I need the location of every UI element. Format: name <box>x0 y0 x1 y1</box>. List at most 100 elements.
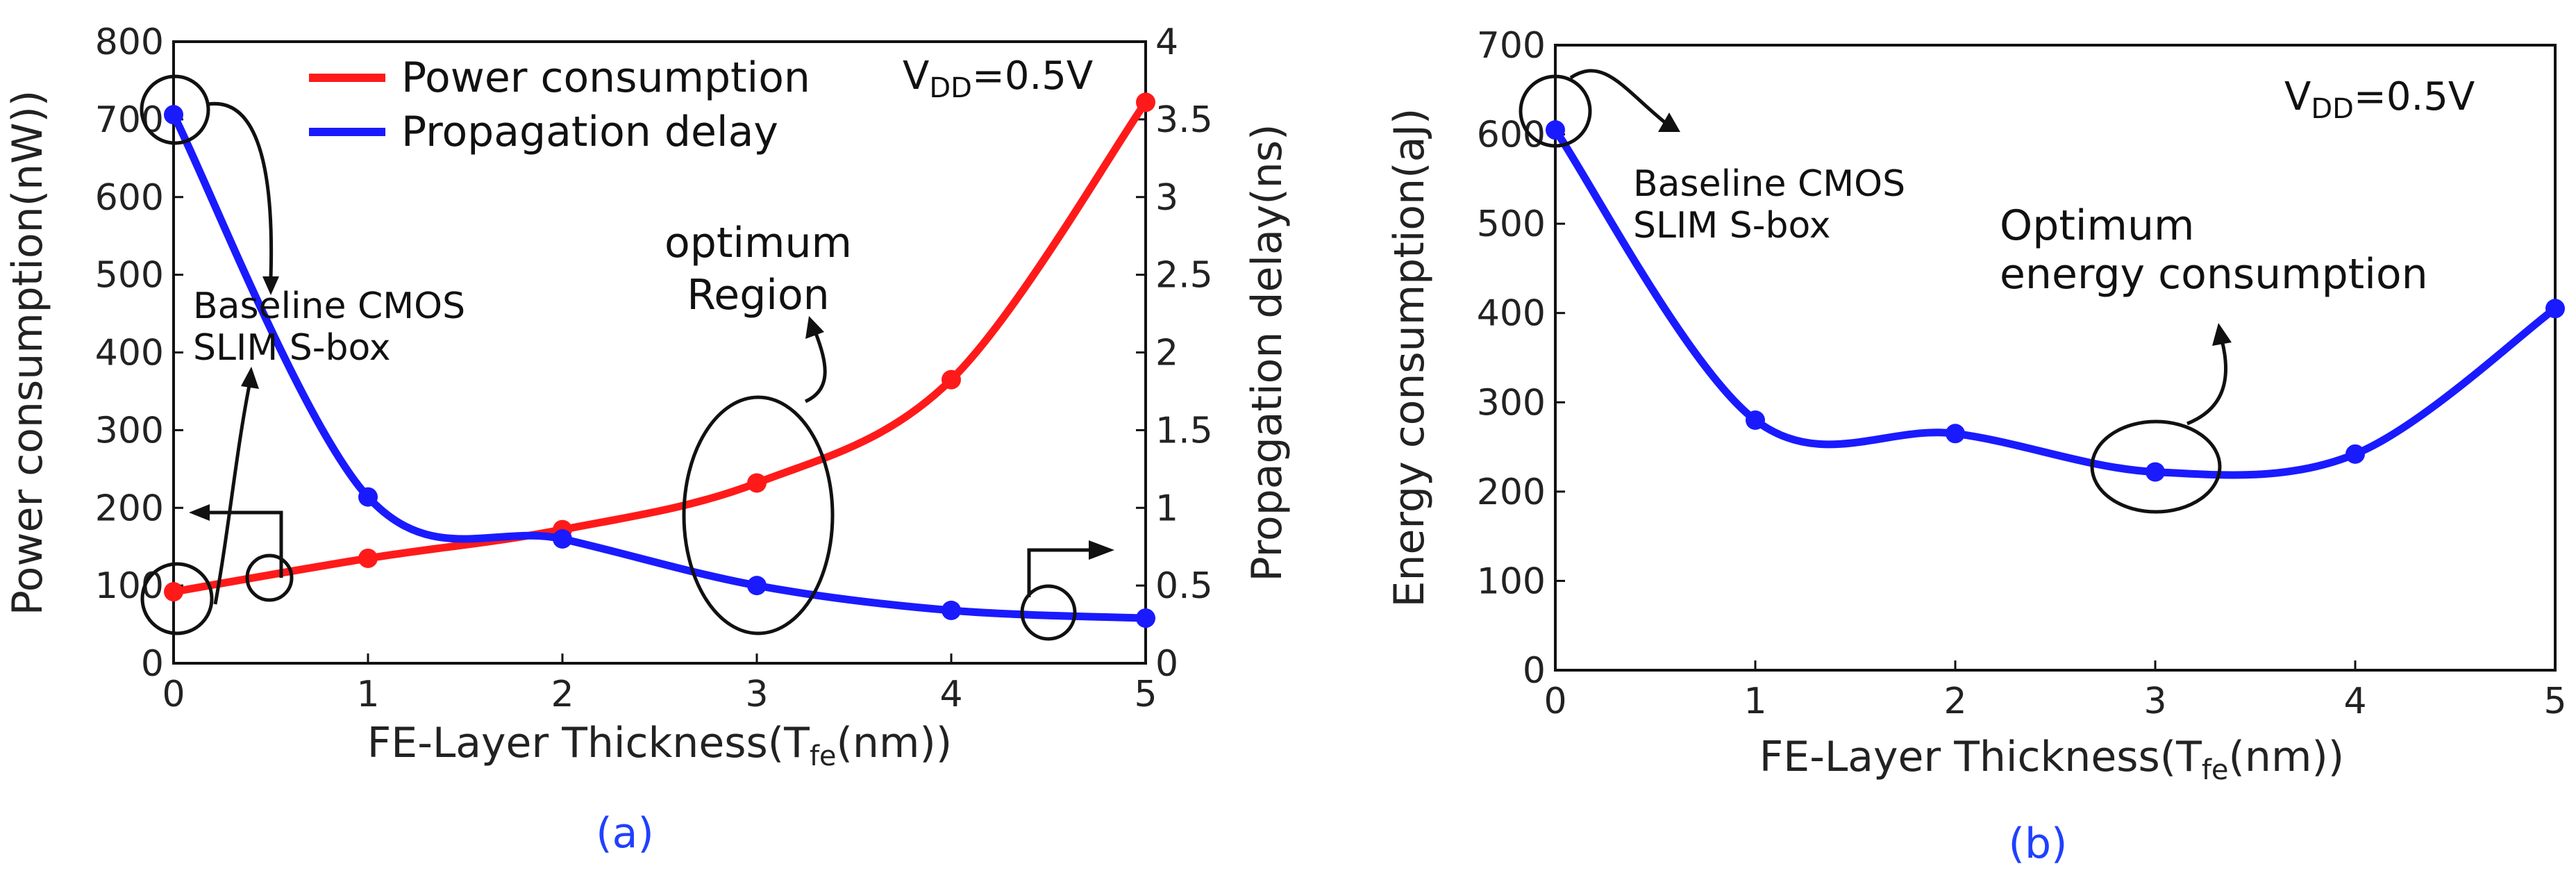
y-left-tick-label: 400 <box>95 333 164 374</box>
x-tick-label: 2 <box>551 674 574 715</box>
y-tick-label: 600 <box>1477 115 1546 156</box>
x-tick-label: 1 <box>356 674 379 715</box>
x-tick-label: 0 <box>1544 681 1566 722</box>
legend-label-delay: Propagation delay <box>401 108 778 156</box>
baseline-arrow-bottom <box>213 381 252 605</box>
optimum-b-line2: energy consumption <box>2000 250 2428 299</box>
legend-label-power: Power consumption <box>401 53 810 102</box>
chart-b-vdd-label: VDD=0.5V <box>2284 74 2475 125</box>
data-point <box>553 529 572 549</box>
arrowhead <box>189 504 210 521</box>
optimum-b-line1: Optimum <box>2000 201 2194 250</box>
chart-b-y-ticks: 0 100 200 300 400 500 600 700 <box>1477 25 1565 692</box>
baseline-delay-circle <box>140 74 210 145</box>
chart-a-y-left-label: Power consumption(nW)) <box>3 90 52 616</box>
x-tick-label: 3 <box>745 674 768 715</box>
y-tick-label: 500 <box>1477 203 1546 245</box>
y-right-tick-label: 0.5 <box>1155 565 1213 607</box>
chart-a-series <box>164 92 1155 629</box>
x-tick-label: 0 <box>162 674 185 715</box>
optimum-arrow <box>804 333 827 403</box>
data-point <box>2146 462 2165 482</box>
x-tick-label: 5 <box>2543 681 2566 722</box>
y-left-tick-label: 300 <box>95 410 164 451</box>
data-point <box>1746 410 1765 430</box>
chart-b-y-axis-label: Energy consumption(aJ) <box>1385 108 1434 608</box>
y-left-tick-label: 0 <box>141 643 164 685</box>
y-right-tick-label: 0 <box>1155 643 1178 685</box>
y-right-tick-label: 3 <box>1155 177 1178 219</box>
y-left-tick-label: 600 <box>95 177 164 219</box>
data-point <box>747 576 767 596</box>
y-left-tick-label: 200 <box>95 488 164 529</box>
y-right-tick-label: 2.5 <box>1155 255 1213 297</box>
data-point <box>747 473 767 493</box>
baseline-label-line1: Baseline CMOS <box>193 285 465 327</box>
y-tick-label: 300 <box>1477 382 1546 424</box>
x-tick-label: 4 <box>939 674 962 715</box>
chart-a-y-right-label: Propagation delay(ns) <box>1243 124 1291 582</box>
baseline-circle-b <box>1519 74 1592 148</box>
arrowhead <box>805 316 824 339</box>
y-right-tick-label: 1.5 <box>1155 410 1213 451</box>
x-tick-label: 1 <box>1743 681 1766 722</box>
subplot-label-a: (a) <box>596 809 654 858</box>
data-point <box>1946 424 1965 444</box>
optimum-region-ellipse <box>682 395 835 635</box>
optimum-label-line2: Region <box>687 271 829 319</box>
y-tick-label: 400 <box>1477 293 1546 335</box>
chart-b-frame <box>1554 44 2557 672</box>
subplot-label-b: (b) <box>2009 819 2068 868</box>
x-tick-label: 4 <box>2343 681 2366 722</box>
left-axis-arrow <box>208 510 283 578</box>
data-point <box>942 369 961 390</box>
y-tick-label: 200 <box>1477 472 1546 513</box>
optimum-ellipse-b <box>2090 419 2222 514</box>
left-axis-marker-circle <box>245 554 294 602</box>
optimum-label-line1: optimum <box>664 219 852 267</box>
y-left-tick-label: 800 <box>95 22 164 63</box>
baseline-arrow-b <box>1569 69 1668 125</box>
data-point <box>358 487 378 507</box>
data-point <box>2545 299 2565 319</box>
x-tick-label: 2 <box>1943 681 1966 722</box>
y-right-tick-label: 2 <box>1155 333 1178 374</box>
y-right-tick-label: 3.5 <box>1155 99 1213 141</box>
chart-b-annotations: Baseline CMOS SLIM S-box Optimum energy … <box>1519 69 2428 514</box>
baseline-arrow-top <box>208 101 274 278</box>
x-tick-label: 3 <box>2143 681 2166 722</box>
x-tick-label: 5 <box>1134 674 1157 715</box>
arrowhead <box>262 276 279 295</box>
y-tick-label: 700 <box>1477 25 1546 67</box>
chart-a-x-ticks: 0 1 2 3 4 5 <box>162 654 1157 715</box>
chart-b-x-axis-label: FE-Layer Thickness(Tfe(nm)) <box>1759 733 2344 786</box>
chart-b-x-ticks: 0 1 2 3 4 5 <box>1544 660 2567 722</box>
right-axis-marker-circle <box>1020 584 1077 641</box>
arrowhead <box>1089 540 1114 560</box>
data-point <box>164 582 183 602</box>
arrowhead <box>241 367 259 389</box>
y-tick-label: 0 <box>1523 650 1546 692</box>
baseline-b-line2: SLIM S-box <box>1633 205 1830 247</box>
data-point <box>942 600 961 620</box>
y-right-tick-label: 1 <box>1155 488 1178 529</box>
y-left-tick-label: 500 <box>95 255 164 297</box>
chart-a-x-axis-label: FE-Layer Thickness(Tfe(nm)) <box>367 719 952 772</box>
y-right-tick-label: 4 <box>1155 22 1178 63</box>
arrowhead <box>1658 113 1680 132</box>
y-tick-label: 100 <box>1477 560 1546 602</box>
chart-a-annotations: Baseline CMOS SLIM S-box optimum Region <box>140 74 1114 641</box>
chart-b-series <box>1546 120 2565 482</box>
data-point <box>358 548 378 568</box>
chart-a-y-right-ticks: 0 0.5 1 1.5 2 2.5 3 3.5 4 <box>1136 22 1213 685</box>
data-point <box>1136 608 1155 629</box>
data-point <box>1546 120 1565 140</box>
optimum-arrow-b <box>2186 340 2228 426</box>
chart-a-legend: Power consumption Propagation delay <box>309 53 810 156</box>
baseline-power-circle <box>140 562 214 635</box>
baseline-label-line2: SLIM S-box <box>193 327 390 369</box>
baseline-b-line1: Baseline CMOS <box>1633 163 1905 205</box>
